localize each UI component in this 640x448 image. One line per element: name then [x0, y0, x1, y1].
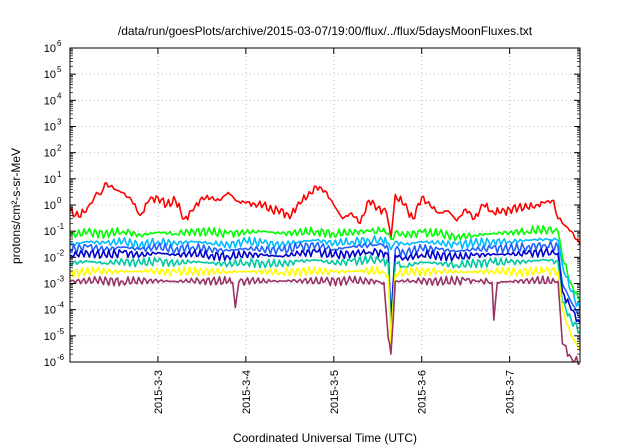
y-tick-label: 10 [44, 252, 56, 264]
series-line-0 [69, 182, 581, 246]
y-tick-label: 10 [44, 148, 56, 160]
y-tick-exponent: 0 [57, 196, 62, 205]
grid [70, 48, 580, 362]
x-tick-label: 2015-3-5 [329, 370, 341, 414]
y-axis-ticks: 10 -610 -510 -410 -310 -210 -110 010 110 210 310 41… [44, 39, 580, 369]
y-tick-label: 10 [44, 200, 56, 212]
x-axis-ticks: 2015-3-3 2015-3-4 2015-3-5 2015-3-6 2015-3-7 [153, 48, 517, 414]
y-tick-exponent: 2 [57, 144, 62, 153]
series-line-5 [69, 254, 581, 337]
y-tick-exponent: -3 [57, 275, 65, 284]
series-line-1 [69, 225, 581, 303]
y-tick-label: 10 [44, 279, 56, 291]
y-tick-exponent: 4 [57, 91, 62, 100]
x-tick-label: 2015-3-4 [241, 370, 253, 414]
x-tick-label: 2015-3-7 [505, 370, 517, 414]
y-tick-label: 10 [44, 331, 56, 343]
y-tick-exponent: 5 [57, 65, 62, 74]
y-tick-label: 10 [44, 305, 56, 317]
y-tick-label: 10 [44, 122, 56, 134]
y-tick-exponent: -2 [57, 248, 65, 257]
series-line-4 [69, 247, 581, 325]
y-tick-label: 10 [44, 357, 56, 369]
series-group [69, 182, 581, 366]
y-tick-exponent: -5 [57, 327, 65, 336]
x-tick-label: 2015-3-6 [417, 370, 429, 414]
series-line-3 [69, 240, 581, 319]
series-line-6 [69, 265, 581, 350]
x-axis-label: Coordinated Universal Time (UTC) [233, 431, 417, 445]
y-tick-exponent: 3 [57, 118, 62, 127]
x-tick-label: 2015-3-3 [153, 370, 165, 414]
y-tick-exponent: 6 [57, 39, 62, 48]
y-tick-label: 10 [44, 43, 56, 55]
y-tick-label: 10 [44, 226, 56, 238]
series-line-7 [69, 275, 581, 366]
y-tick-exponent: -4 [57, 301, 65, 310]
y-tick-exponent: 1 [57, 170, 62, 179]
y-tick-label: 10 [44, 95, 56, 107]
chart-title: /data/run/goesPlots/archive/2015-03-07/1… [118, 24, 533, 38]
y-axis-label: protons/cm²-s-sr-MeV [9, 148, 23, 264]
y-tick-exponent: -1 [57, 222, 65, 231]
y-tick-exponent: -6 [57, 353, 65, 362]
y-tick-label: 10 [44, 174, 56, 186]
y-tick-label: 10 [44, 69, 56, 81]
